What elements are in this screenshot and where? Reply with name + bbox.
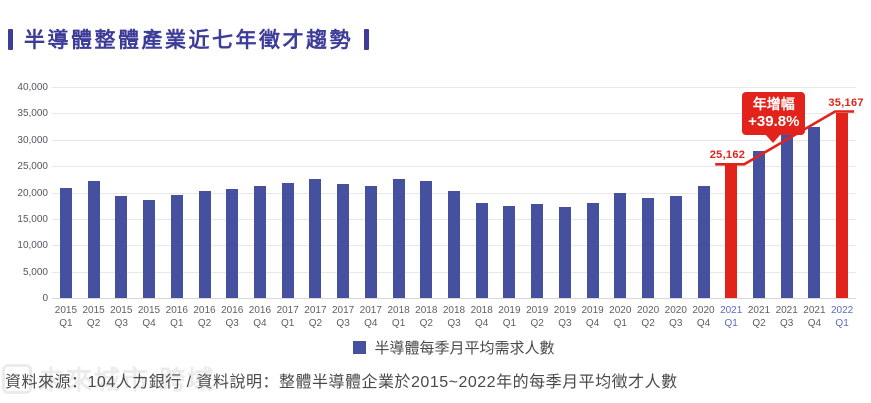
y-axis-tick-label: 5,000	[22, 266, 48, 278]
x-axis-label-2021-q2: 2021 Q2	[747, 305, 771, 329]
bar-2021-q4	[808, 126, 821, 298]
x-axis-label-2015-q1: 2015 Q1	[54, 305, 78, 329]
x-axis-label-2017-q2: 2017 Q2	[304, 305, 327, 329]
bar-2015-q2	[87, 180, 100, 298]
x-axis-label-2018-q4: 2018 Q4	[470, 305, 493, 329]
watermark-text: 未來城市 跨域	[38, 365, 216, 395]
bar-2016-q3	[226, 189, 239, 298]
bar-2016-q1	[170, 194, 183, 298]
x-axis-label-2015-q4: 2015 Q4	[137, 305, 161, 329]
bar-2021-q1	[725, 165, 738, 298]
yoy-growth-value: +39.8%	[748, 113, 800, 130]
x-axis-label-2016-q3: 2016 Q3	[221, 305, 244, 329]
bar-2018-q1	[392, 179, 405, 298]
x-axis-label-2017-q1: 2017 Q1	[276, 305, 299, 329]
y-gridline	[52, 166, 856, 168]
y-axis-tick-label: 15,000	[17, 213, 48, 225]
page-title: 半導體整體產業近七年徵才趨勢	[8, 24, 369, 54]
bar-2015-q3	[115, 195, 128, 298]
x-axis-label-2019-q3: 2019 Q3	[553, 305, 577, 329]
x-axis-label-2022-q1: 2022 Q1	[830, 305, 854, 329]
y-gridline	[52, 298, 856, 299]
title-right-bar-decoration	[364, 28, 369, 50]
y-axis-tick-label: 20,000	[17, 187, 48, 199]
y-axis-tick-label: 35,000	[17, 108, 48, 120]
legend-swatch	[353, 341, 367, 354]
bar-2019-q3	[558, 207, 571, 298]
x-axis-label-2019-q1: 2019 Q1	[498, 305, 521, 329]
title-left-bar-decoration	[8, 28, 13, 50]
x-axis-label-2020-q1: 2020 Q1	[609, 305, 632, 329]
bar-2016-q2	[198, 190, 211, 298]
bar-2019-q4	[586, 203, 599, 298]
legend-label: 半導體每季月平均需求人數	[374, 340, 555, 357]
y-gridline	[52, 87, 856, 88]
x-axis-label-2016-q2: 2016 Q2	[193, 305, 216, 329]
watermark: 未來城市 跨域	[2, 360, 215, 397]
bar-2020-q3	[669, 196, 682, 298]
x-axis-label-2020-q4: 2020 Q4	[692, 305, 715, 329]
y-gridline	[52, 113, 856, 115]
bar-2020-q2	[642, 198, 655, 298]
x-axis-label-2018-q3: 2018 Q3	[442, 305, 466, 329]
y-axis-tick-label: 25,000	[17, 161, 48, 173]
callout-pointer	[765, 134, 782, 143]
end-value-label: 35,167	[828, 96, 864, 109]
bar-2017-q2	[309, 179, 322, 298]
bar-2015-q1	[59, 188, 72, 298]
source-note: 資料來源：104人力銀行 / 資料說明：整體半導體企業於2015~2022年的每…	[5, 374, 678, 391]
x-axis-label-2016-q1: 2016 Q1	[165, 305, 188, 329]
bar-2022-q1	[836, 112, 849, 298]
y-axis-tick-label: 30,000	[17, 134, 48, 146]
x-axis-label-2021-q3: 2021 Q3	[775, 305, 798, 329]
bar-2019-q2	[531, 203, 544, 298]
bar-2015-q4	[143, 199, 155, 298]
y-axis-tick-label: 10,000	[17, 240, 48, 252]
x-axis-label-2018-q2: 2018 Q2	[415, 305, 438, 329]
bar-2018-q4	[475, 202, 488, 298]
x-axis-label-2015-q3: 2015 Q3	[110, 305, 133, 329]
x-axis-label-2019-q2: 2019 Q2	[526, 305, 549, 329]
page-title-text: 半導體整體產業近七年徵才趨勢	[24, 29, 353, 52]
bar-2017-q1	[281, 182, 294, 298]
x-axis-label-2016-q4: 2016 Q4	[248, 305, 272, 329]
bar-2019-q1	[503, 206, 516, 298]
bar-2020-q1	[614, 193, 627, 298]
y-axis-tick-label: 0	[42, 293, 48, 304]
x-axis-label-2017-q4: 2017 Q4	[359, 305, 382, 329]
y-gridline	[52, 139, 856, 141]
bar-2018-q2	[420, 180, 433, 298]
yoy-growth-callout: 年增幅 +39.8%	[742, 92, 806, 143]
chart-legend: 半導體每季月平均需求人數	[52, 337, 856, 358]
x-axis-label-2020-q3: 2020 Q3	[664, 305, 687, 329]
yoy-growth-title: 年增幅	[752, 96, 795, 112]
y-axis-tick-label: 40,000	[17, 82, 48, 93]
bar-2020-q4	[697, 185, 710, 298]
bar-2016-q4	[253, 185, 266, 298]
start-value-label: 25,162	[709, 149, 746, 162]
x-axis-label-2015-q2: 2015 Q2	[82, 305, 105, 329]
bar-2021-q3	[780, 133, 793, 298]
x-axis-label-2020-q2: 2020 Q2	[636, 305, 660, 329]
x-axis-label-2021-q1: 2021 Q1	[720, 305, 743, 329]
x-axis-label-2017-q3: 2017 Q3	[331, 305, 355, 329]
watermark-logo-icon	[2, 363, 32, 394]
x-axis-label-2021-q4: 2021 Q4	[803, 305, 826, 329]
x-axis-label-2018-q1: 2018 Q1	[387, 305, 410, 329]
bar-2021-q2	[753, 151, 765, 298]
bar-2018-q3	[448, 190, 460, 298]
bar-2017-q4	[364, 186, 377, 298]
x-axis-label-2019-q4: 2019 Q4	[581, 305, 604, 329]
bar-2017-q3	[337, 183, 350, 298]
